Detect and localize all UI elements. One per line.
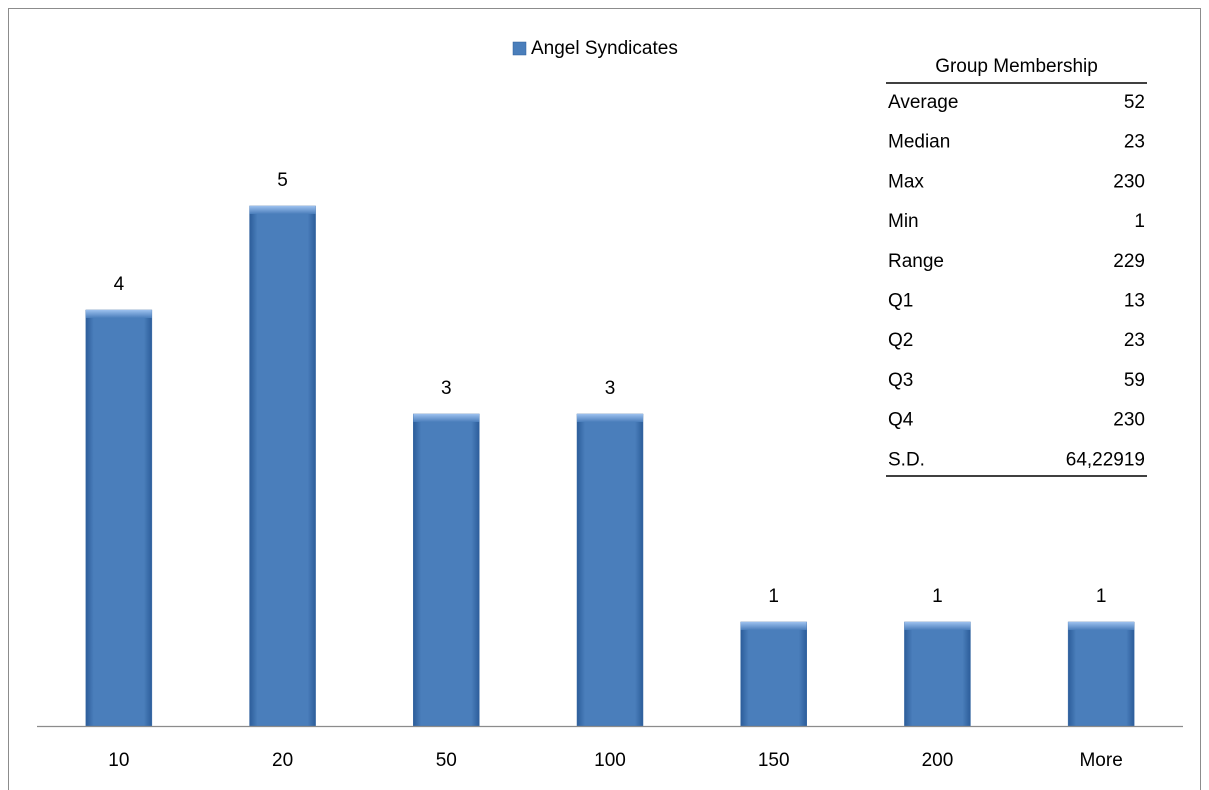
table-value: 64,22919 — [1066, 449, 1145, 470]
data-label: 1 — [1096, 586, 1107, 607]
data-label: 1 — [768, 586, 779, 607]
table-label: S.D. — [888, 449, 925, 470]
table-label: Q4 — [888, 410, 914, 431]
legend-swatch — [512, 41, 527, 56]
table-value: 229 — [1113, 251, 1145, 272]
bar — [85, 309, 153, 727]
x-tick-label: 100 — [594, 750, 626, 771]
bar-bevel — [577, 414, 643, 422]
table-value: 59 — [1124, 370, 1145, 391]
data-label: 3 — [605, 378, 616, 399]
table-value: 13 — [1124, 291, 1145, 312]
bar-bevel — [413, 414, 480, 422]
table-value: 23 — [1124, 132, 1145, 153]
table-value: 230 — [1113, 410, 1145, 431]
table-title: Group Membership — [935, 56, 1098, 77]
table-label: Min — [888, 211, 919, 232]
bar-bevel — [249, 206, 316, 214]
bar — [1067, 621, 1135, 727]
x-tick-label: 10 — [108, 750, 129, 771]
data-label: 4 — [114, 274, 125, 295]
x-tick-label: More — [1079, 750, 1122, 771]
chart-border — [8, 8, 1201, 790]
bar-bevel — [904, 622, 971, 630]
table-label: Q2 — [888, 330, 913, 351]
data-label: 3 — [441, 378, 452, 399]
x-tick-label: 200 — [922, 750, 954, 771]
x-tick-label: 150 — [758, 750, 790, 771]
table-value: 230 — [1113, 171, 1145, 192]
table-value: 52 — [1124, 92, 1145, 113]
bar — [413, 413, 480, 727]
data-label: 5 — [277, 170, 288, 191]
x-tick-label: 50 — [436, 750, 457, 771]
bar-bevel — [1068, 622, 1135, 630]
x-tick-label: 20 — [272, 750, 293, 771]
bar-bevel — [85, 310, 152, 318]
table-label: Q1 — [888, 291, 913, 312]
table-value: 23 — [1124, 330, 1145, 351]
data-label: 1 — [932, 586, 943, 607]
bar-bevel — [740, 622, 807, 630]
table-label: Range — [888, 251, 944, 272]
bar — [576, 413, 644, 727]
table-label: Q3 — [888, 370, 913, 391]
bar — [740, 621, 807, 727]
bar — [249, 205, 316, 727]
table-label: Average — [888, 92, 958, 113]
table-label: Median — [888, 132, 950, 153]
legend-label: Angel Syndicates — [531, 38, 678, 59]
bar — [904, 621, 971, 727]
table-value: 1 — [1134, 211, 1145, 232]
table-label: Max — [888, 171, 924, 192]
